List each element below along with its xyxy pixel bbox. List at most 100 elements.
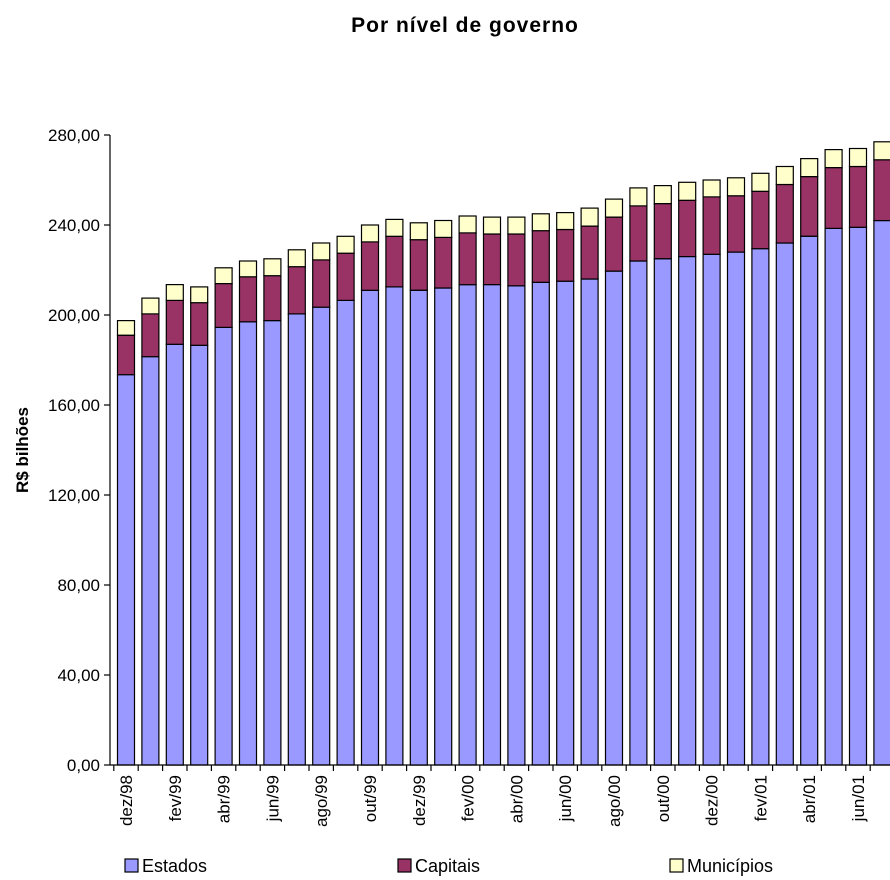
x-tick-label-18: jun/00 bbox=[556, 775, 575, 822]
bar-estados-1 bbox=[141, 356, 160, 766]
bar-estados-14 bbox=[458, 284, 477, 766]
bar-municipios-16 bbox=[507, 216, 526, 235]
bar-estados-2 bbox=[165, 343, 184, 766]
x-tick-label-16: abr/00 bbox=[507, 775, 526, 823]
bar-estados-24 bbox=[702, 253, 721, 766]
bar-estados-6 bbox=[263, 320, 282, 766]
bar-capitais-4 bbox=[214, 282, 233, 329]
bar-capitais-5 bbox=[238, 276, 258, 323]
x-tick-label-26: fev/01 bbox=[751, 775, 770, 821]
x-tick-label-8: ago/99 bbox=[312, 775, 331, 827]
bar-capitais-11 bbox=[385, 235, 404, 288]
legend-swatch-2 bbox=[669, 858, 684, 873]
bar-capitais-25 bbox=[726, 195, 746, 253]
bar-estados-30 bbox=[848, 226, 868, 766]
bar-capitais-30 bbox=[848, 165, 868, 228]
x-tick-label-6: jun/99 bbox=[263, 775, 282, 822]
bar-estados-21 bbox=[629, 260, 648, 766]
bar-estados-12 bbox=[409, 289, 428, 766]
bar-estados-11 bbox=[385, 286, 404, 766]
legend-label-0: Estados bbox=[142, 856, 207, 876]
bar-capitais-18 bbox=[556, 228, 575, 282]
bar-capitais-16 bbox=[507, 233, 526, 287]
x-tick-label-12: dez/99 bbox=[410, 775, 429, 826]
bar-estados-25 bbox=[726, 251, 746, 766]
bar-capitais-27 bbox=[775, 183, 794, 244]
x-tick-label-10: out/99 bbox=[361, 775, 380, 822]
y-tick-label-4: 160,00 bbox=[48, 396, 100, 415]
bar-municipios-1 bbox=[141, 297, 160, 315]
bar-capitais-8 bbox=[312, 259, 331, 308]
x-tick-label-24: dez/00 bbox=[703, 775, 722, 826]
bar-estados-5 bbox=[238, 321, 258, 766]
bar-municipios-12 bbox=[409, 222, 428, 241]
x-tick-label-20: ago/00 bbox=[605, 775, 624, 827]
bar-municipios-11 bbox=[385, 218, 404, 237]
y-tick-label-6: 240,00 bbox=[48, 216, 100, 235]
bar-municipios-28 bbox=[800, 158, 819, 178]
bar-municipios-18 bbox=[556, 212, 575, 231]
bar-capitais-10 bbox=[360, 241, 380, 291]
bar-estados-4 bbox=[214, 326, 233, 766]
bar-estados-26 bbox=[751, 248, 770, 766]
bar-estados-9 bbox=[336, 299, 355, 766]
bar-capitais-21 bbox=[629, 205, 648, 262]
bar-estados-29 bbox=[824, 227, 843, 766]
x-tick-label-4: abr/99 bbox=[215, 775, 234, 823]
x-tick-label-22: out/00 bbox=[654, 775, 673, 822]
bar-capitais-13 bbox=[434, 236, 453, 289]
bar-capitais-17 bbox=[531, 230, 550, 283]
y-tick-label-0: 0,00 bbox=[67, 756, 100, 775]
y-tick-label-3: 120,00 bbox=[48, 486, 100, 505]
bar-estados-13 bbox=[434, 287, 453, 766]
bars-group bbox=[116, 141, 890, 766]
bar-municipios-10 bbox=[360, 224, 380, 243]
bar-municipios-2 bbox=[165, 284, 184, 302]
bar-capitais-31 bbox=[873, 159, 890, 222]
bar-capitais-23 bbox=[678, 199, 697, 258]
bar-capitais-24 bbox=[702, 196, 721, 255]
bar-estados-19 bbox=[580, 278, 599, 766]
bar-municipios-4 bbox=[214, 267, 233, 285]
bar-capitais-7 bbox=[287, 266, 306, 315]
bar-capitais-15 bbox=[482, 233, 502, 286]
legend-swatch-1 bbox=[397, 858, 412, 873]
bar-municipios-29 bbox=[824, 149, 843, 169]
bar-capitais-6 bbox=[263, 275, 282, 322]
y-tick-label-5: 200,00 bbox=[48, 306, 100, 325]
bar-municipios-15 bbox=[482, 216, 502, 235]
x-tick-label-30: jun/01 bbox=[849, 775, 868, 822]
bar-capitais-9 bbox=[336, 252, 355, 302]
bar-municipios-14 bbox=[458, 215, 477, 234]
bar-capitais-29 bbox=[824, 167, 843, 230]
bar-municipios-0 bbox=[116, 320, 136, 336]
y-tick-label-1: 40,00 bbox=[57, 666, 100, 685]
bar-municipios-30 bbox=[848, 147, 868, 168]
bar-municipios-27 bbox=[775, 165, 794, 186]
bar-municipios-6 bbox=[263, 258, 282, 277]
bar-estados-0 bbox=[116, 374, 136, 766]
bar-estados-3 bbox=[190, 344, 209, 766]
bar-municipios-24 bbox=[702, 179, 721, 198]
bar-estados-28 bbox=[800, 235, 819, 766]
y-axis-title-group: R$ bilhões bbox=[13, 407, 32, 493]
bar-municipios-22 bbox=[653, 185, 672, 205]
bar-municipios-5 bbox=[238, 260, 258, 278]
bar-capitais-19 bbox=[580, 225, 599, 280]
chart-title: Por nível de governo bbox=[351, 14, 579, 37]
bar-municipios-9 bbox=[336, 235, 355, 254]
bar-estados-18 bbox=[556, 280, 575, 766]
bar-estados-22 bbox=[653, 258, 672, 766]
bar-municipios-26 bbox=[751, 172, 770, 192]
bar-capitais-20 bbox=[604, 216, 624, 272]
bar-capitais-22 bbox=[653, 203, 672, 260]
bar-estados-16 bbox=[507, 285, 526, 766]
legend-swatch-0 bbox=[124, 858, 139, 873]
bar-municipios-17 bbox=[531, 213, 550, 232]
bar-capitais-0 bbox=[116, 334, 136, 376]
x-tick-label-14: fev/00 bbox=[459, 775, 478, 821]
legend: Estados Capitais Municípios bbox=[124, 856, 773, 876]
bar-estados-17 bbox=[531, 281, 550, 766]
bar-capitais-3 bbox=[190, 302, 209, 346]
